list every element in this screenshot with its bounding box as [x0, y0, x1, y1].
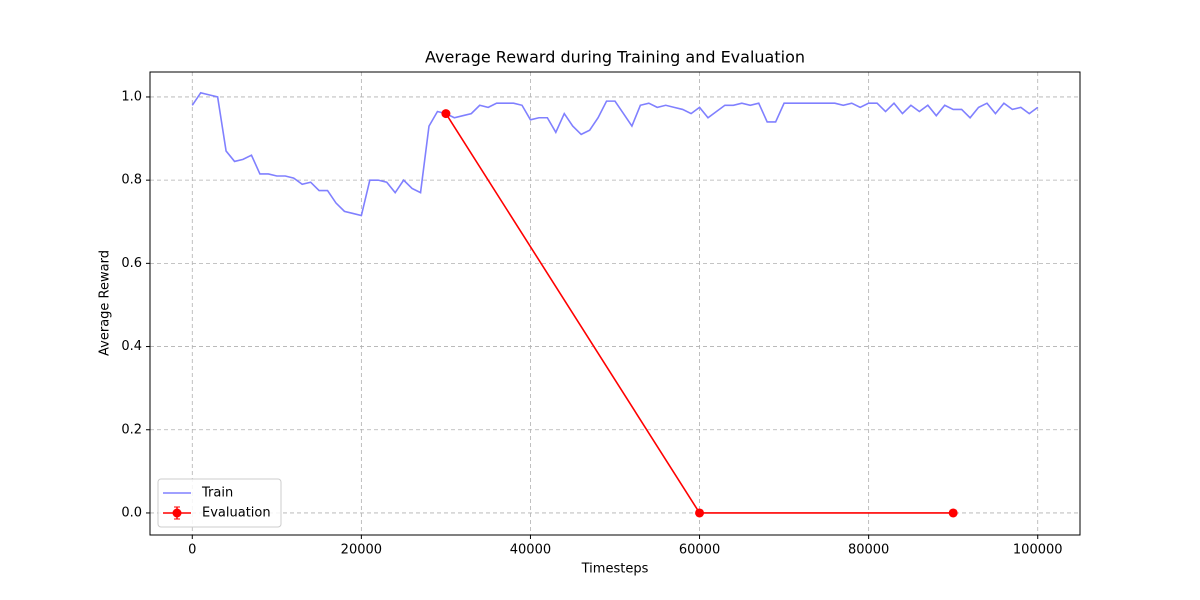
- grid: [150, 72, 1080, 535]
- series-line: [191, 91, 1039, 217]
- x-tick-label: 60000: [679, 543, 720, 558]
- y-axis-label: Average Reward: [98, 250, 113, 356]
- x-tick-label: 40000: [510, 543, 551, 558]
- x-tick-label: 20000: [341, 543, 382, 558]
- legend-marker: [172, 508, 182, 518]
- axes-frame: [149, 71, 1081, 536]
- y-tick-label: 0.2: [121, 422, 142, 437]
- x-tick-label: 0: [188, 543, 196, 558]
- legend-box: [157, 478, 282, 528]
- x-axis-label: Timesteps: [581, 562, 649, 577]
- data-point: [695, 508, 705, 518]
- data-point: [441, 109, 451, 119]
- data-point: [948, 508, 958, 518]
- y-tick-label: 1.0: [121, 89, 142, 104]
- chart-title: Average Reward during Training and Evalu…: [425, 48, 805, 67]
- y-tick-label: 0.6: [121, 256, 142, 271]
- x-tick-label: 100000: [1013, 543, 1063, 558]
- y-tick-label: 0.8: [121, 173, 142, 188]
- legend-label: Evaluation: [202, 506, 271, 521]
- x-tick-label: 80000: [848, 543, 889, 558]
- y-tick-label: 0.0: [121, 505, 142, 520]
- y-tick-label: 0.4: [121, 339, 142, 354]
- plot-area: [191, 91, 1039, 518]
- legend: Train Evaluation: [157, 478, 282, 528]
- legend-label: Train: [201, 486, 233, 501]
